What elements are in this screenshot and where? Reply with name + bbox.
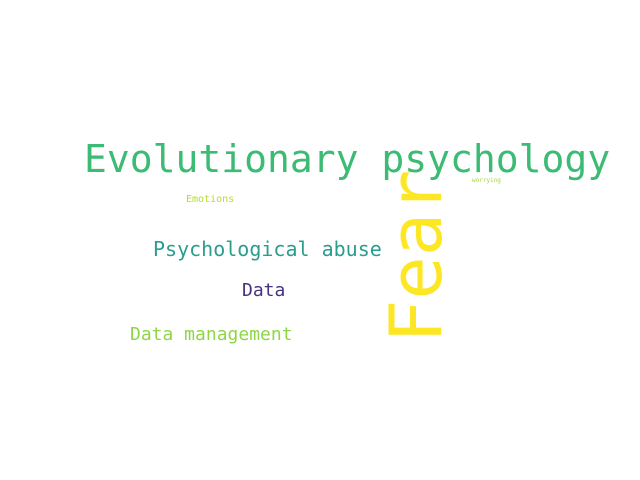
word-psychological-abuse: Psychological abuse	[153, 237, 382, 261]
word-emotions: Emotions	[186, 194, 235, 205]
word-data-management: Data management	[130, 324, 293, 345]
word-data: Data	[242, 280, 286, 301]
word-fear: Fear	[374, 169, 458, 343]
word-evolutionary-psychology: Evolutionary psychology	[84, 137, 611, 181]
word-worrying: worrying	[472, 177, 501, 184]
